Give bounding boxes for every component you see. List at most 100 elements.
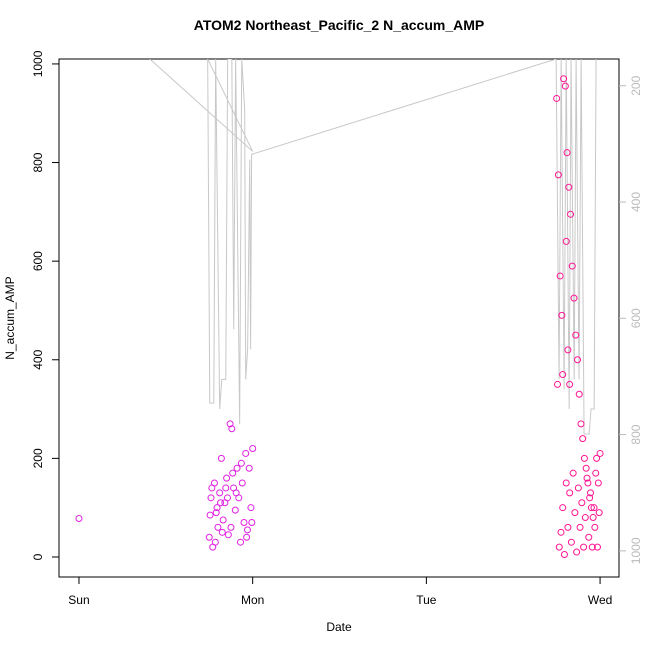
point (213, 504, 221, 512)
y-tick-label: 600 (31, 251, 45, 271)
point (205, 533, 213, 541)
y2-tick-label: 600 (629, 308, 643, 328)
line (149, 59, 597, 435)
point (247, 504, 255, 512)
point (212, 509, 220, 517)
point (218, 528, 226, 536)
point (560, 75, 568, 83)
point (214, 523, 222, 531)
point (574, 484, 582, 492)
point (584, 479, 592, 487)
point (580, 543, 588, 551)
point (222, 484, 230, 492)
point (226, 420, 234, 428)
y2-tick-label: 200 (629, 75, 643, 95)
x-tick-label: Mon (241, 593, 264, 607)
x-axis-label: Date (326, 620, 352, 634)
point (575, 390, 583, 398)
point (238, 479, 246, 487)
plot-area (75, 59, 604, 559)
point (588, 543, 596, 551)
point (561, 82, 569, 90)
point (229, 469, 237, 477)
point (564, 346, 572, 354)
point (572, 331, 580, 339)
point (555, 543, 563, 551)
point (242, 449, 250, 457)
y2-tick-label: 1000 (629, 537, 643, 564)
point (581, 514, 589, 522)
point (573, 548, 581, 556)
point (573, 356, 581, 364)
point (587, 489, 595, 497)
point (248, 518, 256, 526)
y-tick-label: 1000 (31, 50, 45, 77)
point (567, 210, 575, 218)
point (228, 425, 236, 433)
point (227, 523, 235, 531)
point (594, 479, 602, 487)
x-tick-label: Tue (416, 593, 437, 607)
point (560, 551, 568, 559)
point (593, 543, 601, 551)
point (237, 459, 245, 467)
point (565, 183, 573, 191)
point (553, 94, 561, 102)
point (562, 237, 570, 245)
y-axis-label: N_accum_AMP (3, 276, 17, 359)
point (578, 499, 586, 507)
point (580, 454, 588, 462)
point (554, 171, 562, 179)
point (556, 272, 564, 280)
point (563, 149, 571, 157)
point (207, 494, 215, 502)
point (592, 469, 600, 477)
point (231, 506, 239, 514)
point (595, 509, 603, 517)
point (211, 538, 219, 546)
point (566, 380, 574, 388)
point (243, 526, 251, 534)
point (208, 484, 216, 492)
y2-tick-label: 800 (629, 424, 643, 444)
point (237, 538, 245, 546)
point (585, 533, 593, 541)
point (591, 523, 599, 531)
point (557, 528, 565, 536)
point (596, 449, 604, 457)
point (219, 516, 227, 524)
y-tick-label: 400 (31, 349, 45, 369)
point (243, 533, 251, 541)
point (564, 523, 572, 531)
point (232, 489, 240, 497)
point (245, 464, 253, 472)
y2-tick-label: 400 (629, 192, 643, 212)
point (558, 311, 566, 319)
point (233, 464, 241, 472)
y-tick-label: 200 (31, 448, 45, 468)
point (566, 489, 574, 497)
point (570, 294, 578, 302)
point (206, 511, 214, 519)
point (249, 445, 257, 453)
point (216, 489, 224, 497)
y-tick-label: 0 (31, 553, 45, 560)
point (217, 499, 225, 507)
point (75, 515, 83, 523)
point (587, 504, 595, 512)
y-tick-label: 800 (31, 152, 45, 172)
point (240, 518, 248, 526)
point (224, 531, 232, 539)
point (569, 469, 577, 477)
point (217, 454, 225, 462)
point (586, 494, 594, 502)
point (562, 479, 570, 487)
point (583, 474, 591, 482)
point (593, 454, 601, 462)
point (590, 504, 598, 512)
point (568, 262, 576, 270)
point (589, 514, 597, 522)
point (559, 504, 567, 512)
point (576, 523, 584, 531)
point (582, 464, 590, 472)
